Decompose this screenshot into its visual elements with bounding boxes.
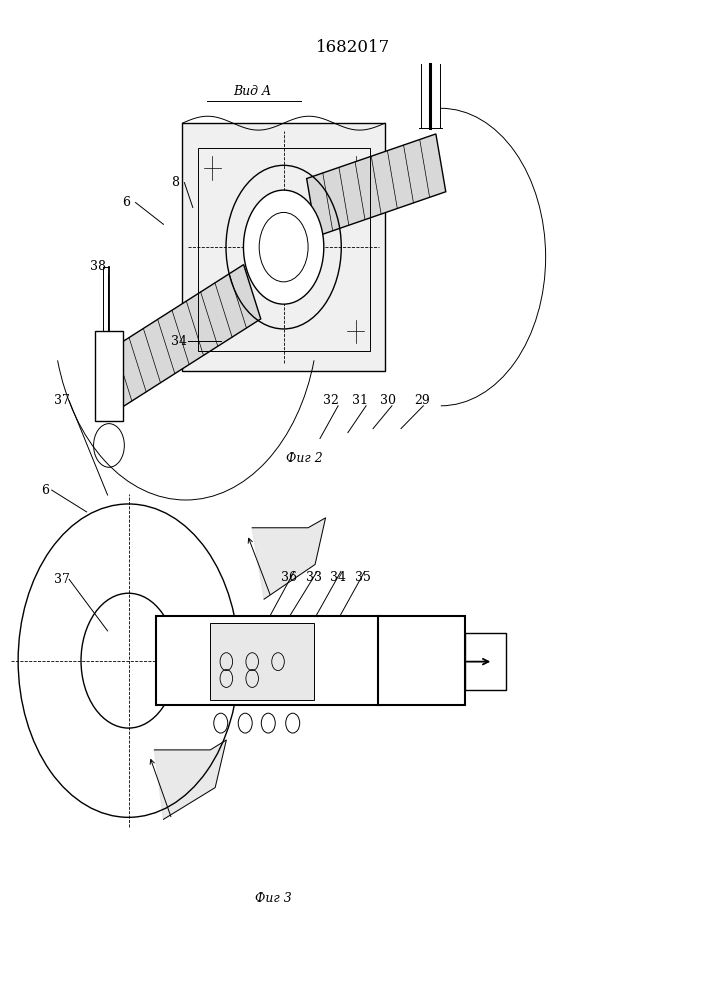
Text: 37: 37	[54, 394, 69, 407]
Bar	[182, 123, 385, 371]
Bar	[378, 616, 465, 705]
Text: 6: 6	[122, 196, 130, 209]
Bar	[95, 331, 123, 421]
Text: 36: 36	[281, 571, 297, 584]
Text: 6: 6	[41, 484, 49, 497]
Text: 8: 8	[171, 176, 180, 189]
Text: Вид A: Вид A	[233, 85, 271, 98]
Polygon shape	[100, 265, 261, 410]
Text: 30: 30	[380, 394, 397, 407]
Text: 37: 37	[54, 573, 69, 586]
Text: Фиг 2: Фиг 2	[286, 452, 323, 465]
Text: 33: 33	[305, 571, 322, 584]
Ellipse shape	[259, 212, 308, 282]
Text: 1682017: 1682017	[316, 39, 391, 56]
Bar	[156, 616, 380, 705]
Polygon shape	[307, 134, 446, 236]
Ellipse shape	[243, 190, 324, 304]
Text: 29: 29	[414, 394, 430, 407]
Bar	[199, 148, 370, 351]
Bar	[465, 633, 506, 690]
Text: 34: 34	[330, 571, 346, 584]
Polygon shape	[252, 518, 325, 599]
Text: 35: 35	[355, 571, 370, 584]
Text: 32: 32	[323, 394, 339, 407]
Text: 38: 38	[90, 260, 107, 273]
Text: 31: 31	[353, 394, 368, 407]
Bar	[210, 623, 314, 700]
Text: 34: 34	[171, 335, 187, 348]
Text: Фиг 3: Фиг 3	[255, 892, 291, 905]
Polygon shape	[154, 740, 226, 819]
